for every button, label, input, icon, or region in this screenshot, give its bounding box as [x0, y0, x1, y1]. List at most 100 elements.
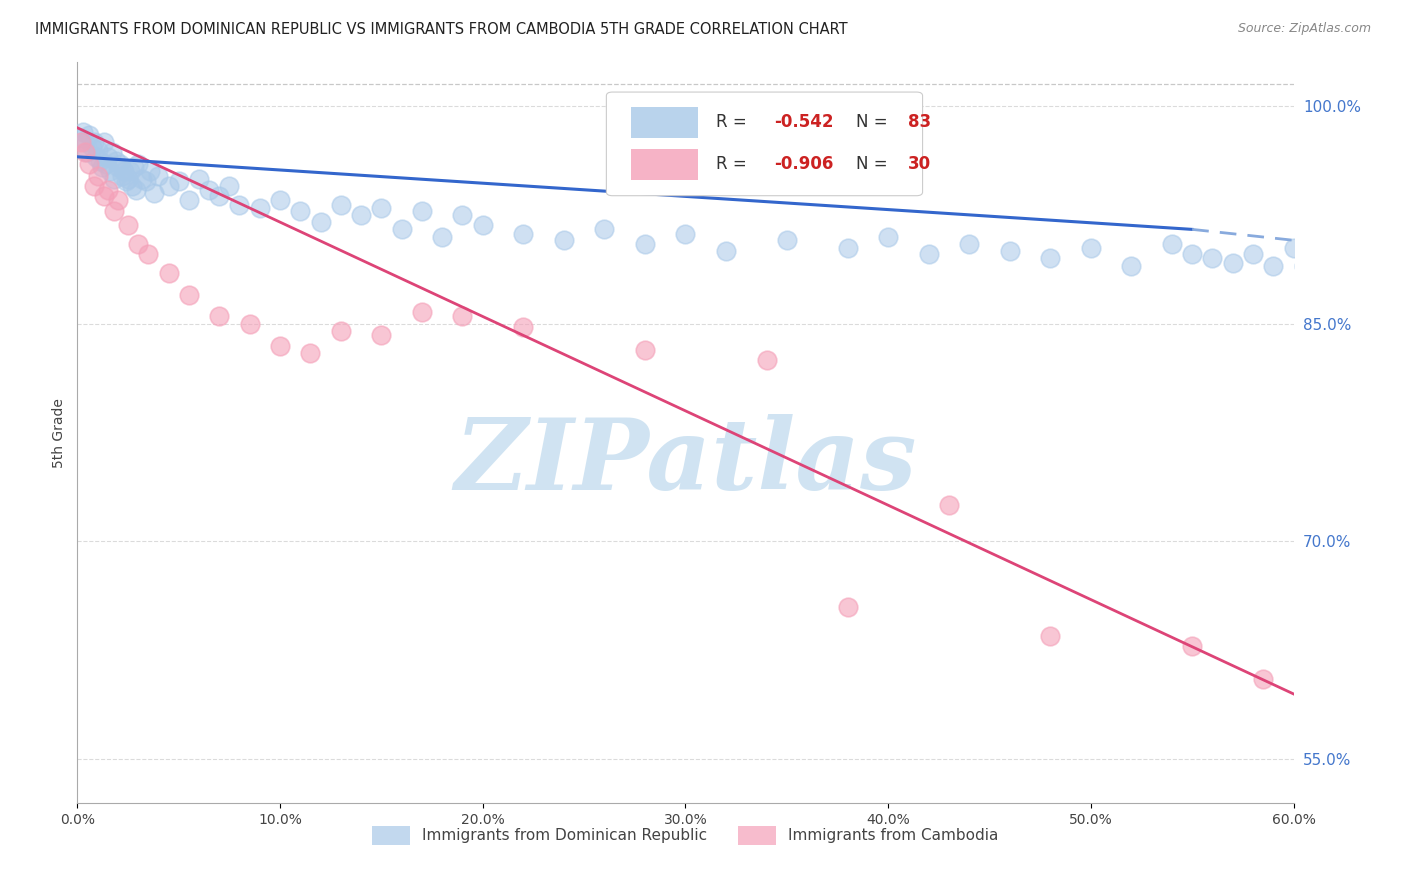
- Point: [634, 343, 657, 357]
- Point: [370, 328, 392, 343]
- Point: [70, 136, 93, 150]
- Point: [1080, 241, 1102, 255]
- Point: [86, 169, 108, 183]
- Point: [329, 324, 352, 338]
- Point: [451, 208, 474, 222]
- Text: -0.542: -0.542: [775, 113, 834, 131]
- Point: [755, 353, 778, 368]
- Point: [837, 241, 859, 255]
- Point: [998, 244, 1021, 259]
- Text: N =: N =: [856, 113, 893, 131]
- Point: [125, 183, 148, 197]
- Point: [1364, 236, 1386, 251]
- Point: [877, 229, 900, 244]
- Point: [94, 157, 117, 171]
- Point: [136, 247, 159, 261]
- Point: [90, 160, 112, 174]
- Point: [1343, 273, 1365, 287]
- Point: [1403, 280, 1406, 294]
- FancyBboxPatch shape: [631, 107, 697, 138]
- Point: [290, 203, 312, 218]
- Point: [76, 145, 98, 160]
- Point: [177, 287, 200, 301]
- Point: [228, 197, 250, 211]
- Point: [79, 157, 101, 171]
- Point: [1241, 247, 1264, 261]
- Point: [1251, 673, 1274, 687]
- Point: [1181, 639, 1204, 653]
- Point: [350, 208, 373, 222]
- Point: [75, 145, 97, 160]
- Point: [1181, 247, 1204, 261]
- Point: [167, 174, 190, 188]
- Point: [79, 128, 101, 142]
- Point: [83, 136, 105, 150]
- Point: [89, 154, 111, 169]
- Point: [1222, 256, 1244, 270]
- Point: [188, 171, 211, 186]
- Point: [1121, 259, 1143, 273]
- Point: [1263, 259, 1285, 273]
- Point: [714, 244, 737, 259]
- Point: [143, 186, 166, 200]
- Point: [299, 345, 322, 359]
- Point: [98, 164, 121, 178]
- Text: R =: R =: [716, 113, 752, 131]
- Point: [117, 171, 139, 186]
- Point: [131, 171, 153, 186]
- Point: [918, 247, 941, 261]
- Point: [1201, 252, 1223, 266]
- Point: [103, 171, 125, 186]
- Point: [391, 222, 413, 236]
- Point: [97, 183, 120, 197]
- Point: [108, 157, 131, 171]
- Point: [634, 236, 657, 251]
- Point: [593, 222, 616, 236]
- Point: [118, 164, 141, 178]
- Text: ZIPatlas: ZIPatlas: [454, 414, 917, 510]
- FancyBboxPatch shape: [631, 149, 697, 180]
- Point: [107, 194, 129, 208]
- Point: [451, 310, 474, 324]
- Point: [675, 227, 697, 241]
- Point: [269, 338, 291, 352]
- Point: [957, 236, 980, 251]
- Point: [776, 233, 799, 247]
- Point: [115, 174, 138, 188]
- Point: [93, 189, 115, 203]
- Point: [107, 160, 129, 174]
- Text: R =: R =: [716, 155, 752, 173]
- Point: [1282, 241, 1305, 255]
- Point: [148, 169, 170, 183]
- Point: [84, 150, 107, 164]
- Point: [208, 310, 231, 324]
- Point: [93, 136, 115, 150]
- Point: [135, 174, 157, 188]
- Point: [97, 150, 120, 164]
- Point: [329, 197, 352, 211]
- Point: [1292, 259, 1315, 273]
- Point: [80, 139, 103, 153]
- Point: [139, 164, 162, 178]
- Point: [1302, 266, 1324, 280]
- Text: 30: 30: [908, 155, 931, 173]
- Point: [512, 227, 534, 241]
- Point: [269, 194, 291, 208]
- Point: [103, 203, 125, 218]
- Point: [430, 229, 453, 244]
- Point: [837, 599, 859, 614]
- Point: [1323, 252, 1346, 266]
- Point: [1039, 252, 1062, 266]
- Point: [218, 178, 240, 193]
- Point: [198, 183, 221, 197]
- Point: [72, 125, 94, 139]
- Point: [938, 498, 960, 512]
- FancyBboxPatch shape: [606, 92, 922, 195]
- Point: [157, 178, 180, 193]
- Point: [122, 160, 145, 174]
- Point: [309, 215, 332, 229]
- Text: Source: ZipAtlas.com: Source: ZipAtlas.com: [1237, 22, 1371, 36]
- Legend: Immigrants from Dominican Republic, Immigrants from Cambodia: Immigrants from Dominican Republic, Immi…: [366, 820, 1005, 851]
- Point: [1161, 236, 1184, 251]
- Point: [471, 218, 494, 232]
